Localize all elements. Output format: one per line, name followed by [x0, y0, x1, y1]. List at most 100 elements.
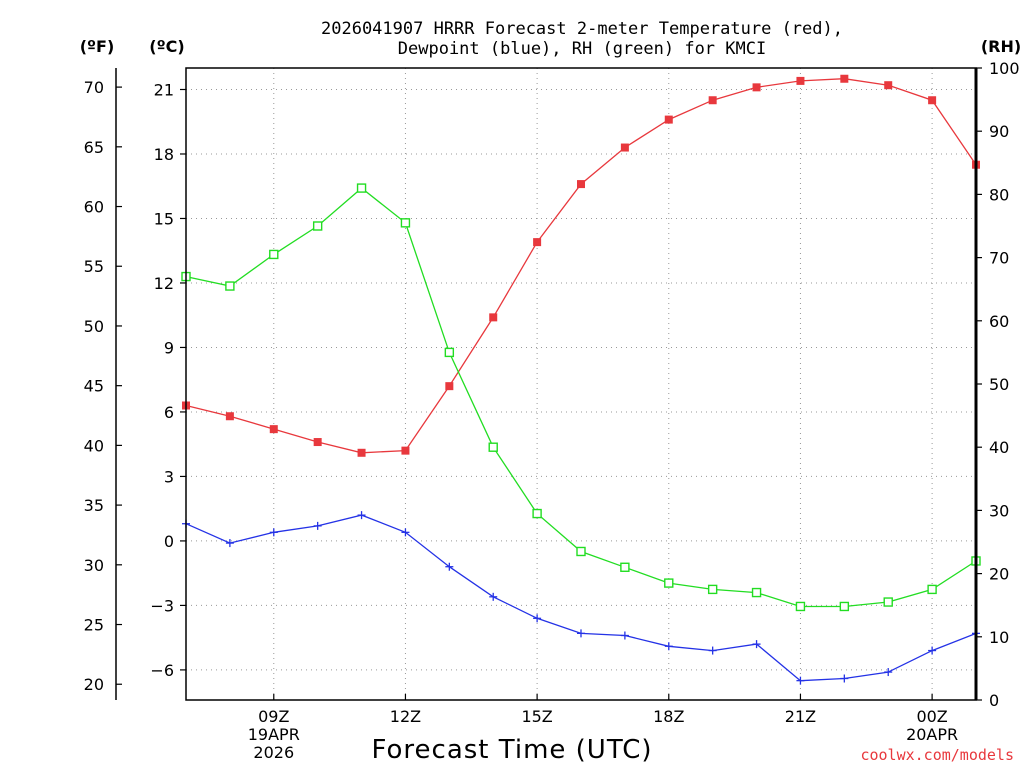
2-meter-temperature-point [840, 74, 849, 83]
2-meter-temperature-point [577, 180, 585, 189]
rh-tick-label: 60 [989, 312, 1009, 331]
x-tick-label: 00Z [916, 707, 947, 726]
2-meter-temperature-point [928, 96, 937, 105]
relative-humidity-point [707, 584, 718, 595]
2-meter-temperature-point [401, 446, 410, 455]
2-meter-temperature-point [752, 83, 761, 92]
2-meter-temperature-point [796, 76, 805, 85]
dewpoint-point [489, 592, 498, 601]
x-tick-label: 12Z [390, 707, 421, 726]
relative-humidity-point [795, 601, 806, 612]
relative-humidity-point [839, 601, 850, 612]
2-meter-temperature-point [620, 143, 629, 152]
fahrenheit-tick-label: 25 [84, 616, 104, 635]
2-meter-temperature-point [664, 115, 673, 124]
rh-tick-label: 70 [989, 249, 1009, 268]
dewpoint-point [313, 521, 322, 530]
celsius-tick-label: 6 [164, 403, 174, 422]
celsius-tick-label: −3 [150, 596, 174, 615]
2-meter-temperature-point [357, 448, 366, 457]
relative-humidity-point [225, 281, 235, 291]
rh-tick-label: 0 [989, 691, 999, 710]
x-tick-label: 21Z [785, 707, 816, 726]
relative-humidity-line [185, 187, 977, 608]
relative-humidity-point [927, 584, 937, 595]
dewpoint-line [185, 514, 977, 682]
2-meter-temperature-point [884, 81, 893, 90]
2-meter-temperature-point [313, 438, 322, 447]
relative-humidity-point [312, 221, 323, 231]
dewpoint-point [884, 668, 893, 677]
2-meter-temperature-point [708, 96, 717, 105]
rh-tick-label: 100 [989, 59, 1020, 78]
x-tick-label: 09Z [258, 707, 289, 726]
fahrenheit-unit-label: (ºF) [80, 37, 115, 56]
relative-humidity-point [664, 578, 674, 588]
2-meter-temperature-line [185, 78, 977, 454]
fahrenheit-tick-label: 35 [84, 496, 104, 515]
dewpoint-point [225, 539, 234, 548]
relative-humidity-point [356, 183, 367, 193]
celsius-tick-label: 18 [154, 145, 174, 164]
relative-humidity-point [576, 546, 586, 557]
grid [186, 68, 976, 700]
chart-title-line2: Dewpoint (blue), RH (green) for KMCI [398, 39, 766, 59]
relative-humidity-point [620, 562, 630, 572]
relative-humidity-point [488, 442, 498, 452]
x-axis-label: Forecast Time (UTC) [371, 735, 652, 765]
relative-humidity-point [883, 597, 893, 607]
2-meter-temperature-point [225, 412, 234, 421]
dewpoint-point [445, 562, 454, 571]
relative-humidity-point [751, 587, 762, 598]
relative-humidity-point [532, 508, 542, 519]
fahrenheit-tick-label: 55 [84, 257, 104, 276]
dewpoint-point [401, 528, 410, 537]
rh-unit-label: (RH) [981, 37, 1021, 56]
x-tick-label: 2026 [253, 743, 294, 762]
rh-tick-label: 20 [989, 565, 1009, 584]
fahrenheit-tick-label: 70 [84, 78, 104, 97]
fahrenheit-tick-label: 30 [84, 556, 104, 575]
rh-tick-label: 80 [989, 185, 1009, 204]
rh-tick-label: 30 [989, 501, 1009, 520]
fahrenheit-tick-label: 40 [84, 436, 104, 455]
fahrenheit-tick-label: 50 [84, 317, 104, 336]
dewpoint-point [840, 674, 849, 683]
rh-tick-label: 90 [989, 122, 1009, 141]
celsius-tick-label: 15 [154, 209, 174, 228]
celsius-tick-label: 21 [154, 80, 174, 99]
dewpoint-point [620, 631, 629, 640]
dewpoint-point [357, 511, 366, 520]
fahrenheit-tick-label: 65 [84, 138, 104, 157]
x-tick-label: 15Z [521, 707, 552, 726]
dewpoint-point [928, 646, 937, 655]
axes-layer: 21 18 15 12 9 6 30 −3 −6 70 65 60 55 50 45 40 35 30 25 20 0 1… [84, 59, 1020, 762]
dewpoint-point [577, 629, 585, 638]
series-layer [181, 74, 981, 685]
celsius-tick-label: 9 [164, 338, 174, 357]
fahrenheit-tick-label: 60 [84, 198, 104, 217]
celsius-tick-label: −6 [150, 661, 174, 680]
relative-humidity-point [444, 347, 455, 358]
2-meter-temperature-point [445, 382, 454, 391]
x-tick-label: 19APR [248, 725, 300, 744]
rh-tick-label: 50 [989, 375, 1009, 394]
chart-title-line1: 2026041907 HRRR Forecast 2-meter Tempera… [321, 19, 843, 39]
dewpoint-point [708, 646, 717, 655]
dewpoint-point [796, 676, 805, 685]
2-meter-temperature-point [533, 238, 542, 247]
credit-link[interactable]: coolwx.com/models [860, 746, 1014, 764]
dewpoint-point [269, 528, 278, 537]
fahrenheit-tick-label: 45 [84, 377, 104, 396]
celsius-tick-label: 12 [154, 274, 174, 293]
x-tick-label: 20APR [906, 725, 958, 744]
fahrenheit-tick-label: 20 [84, 675, 104, 694]
2-meter-temperature-point [269, 425, 278, 434]
rh-tick-label: 10 [989, 628, 1009, 647]
celsius-tick-label: 0 [164, 532, 174, 551]
dewpoint-point [664, 642, 673, 651]
dewpoint-point [533, 614, 542, 623]
relative-humidity-point [400, 218, 411, 228]
relative-humidity-point [269, 249, 279, 260]
